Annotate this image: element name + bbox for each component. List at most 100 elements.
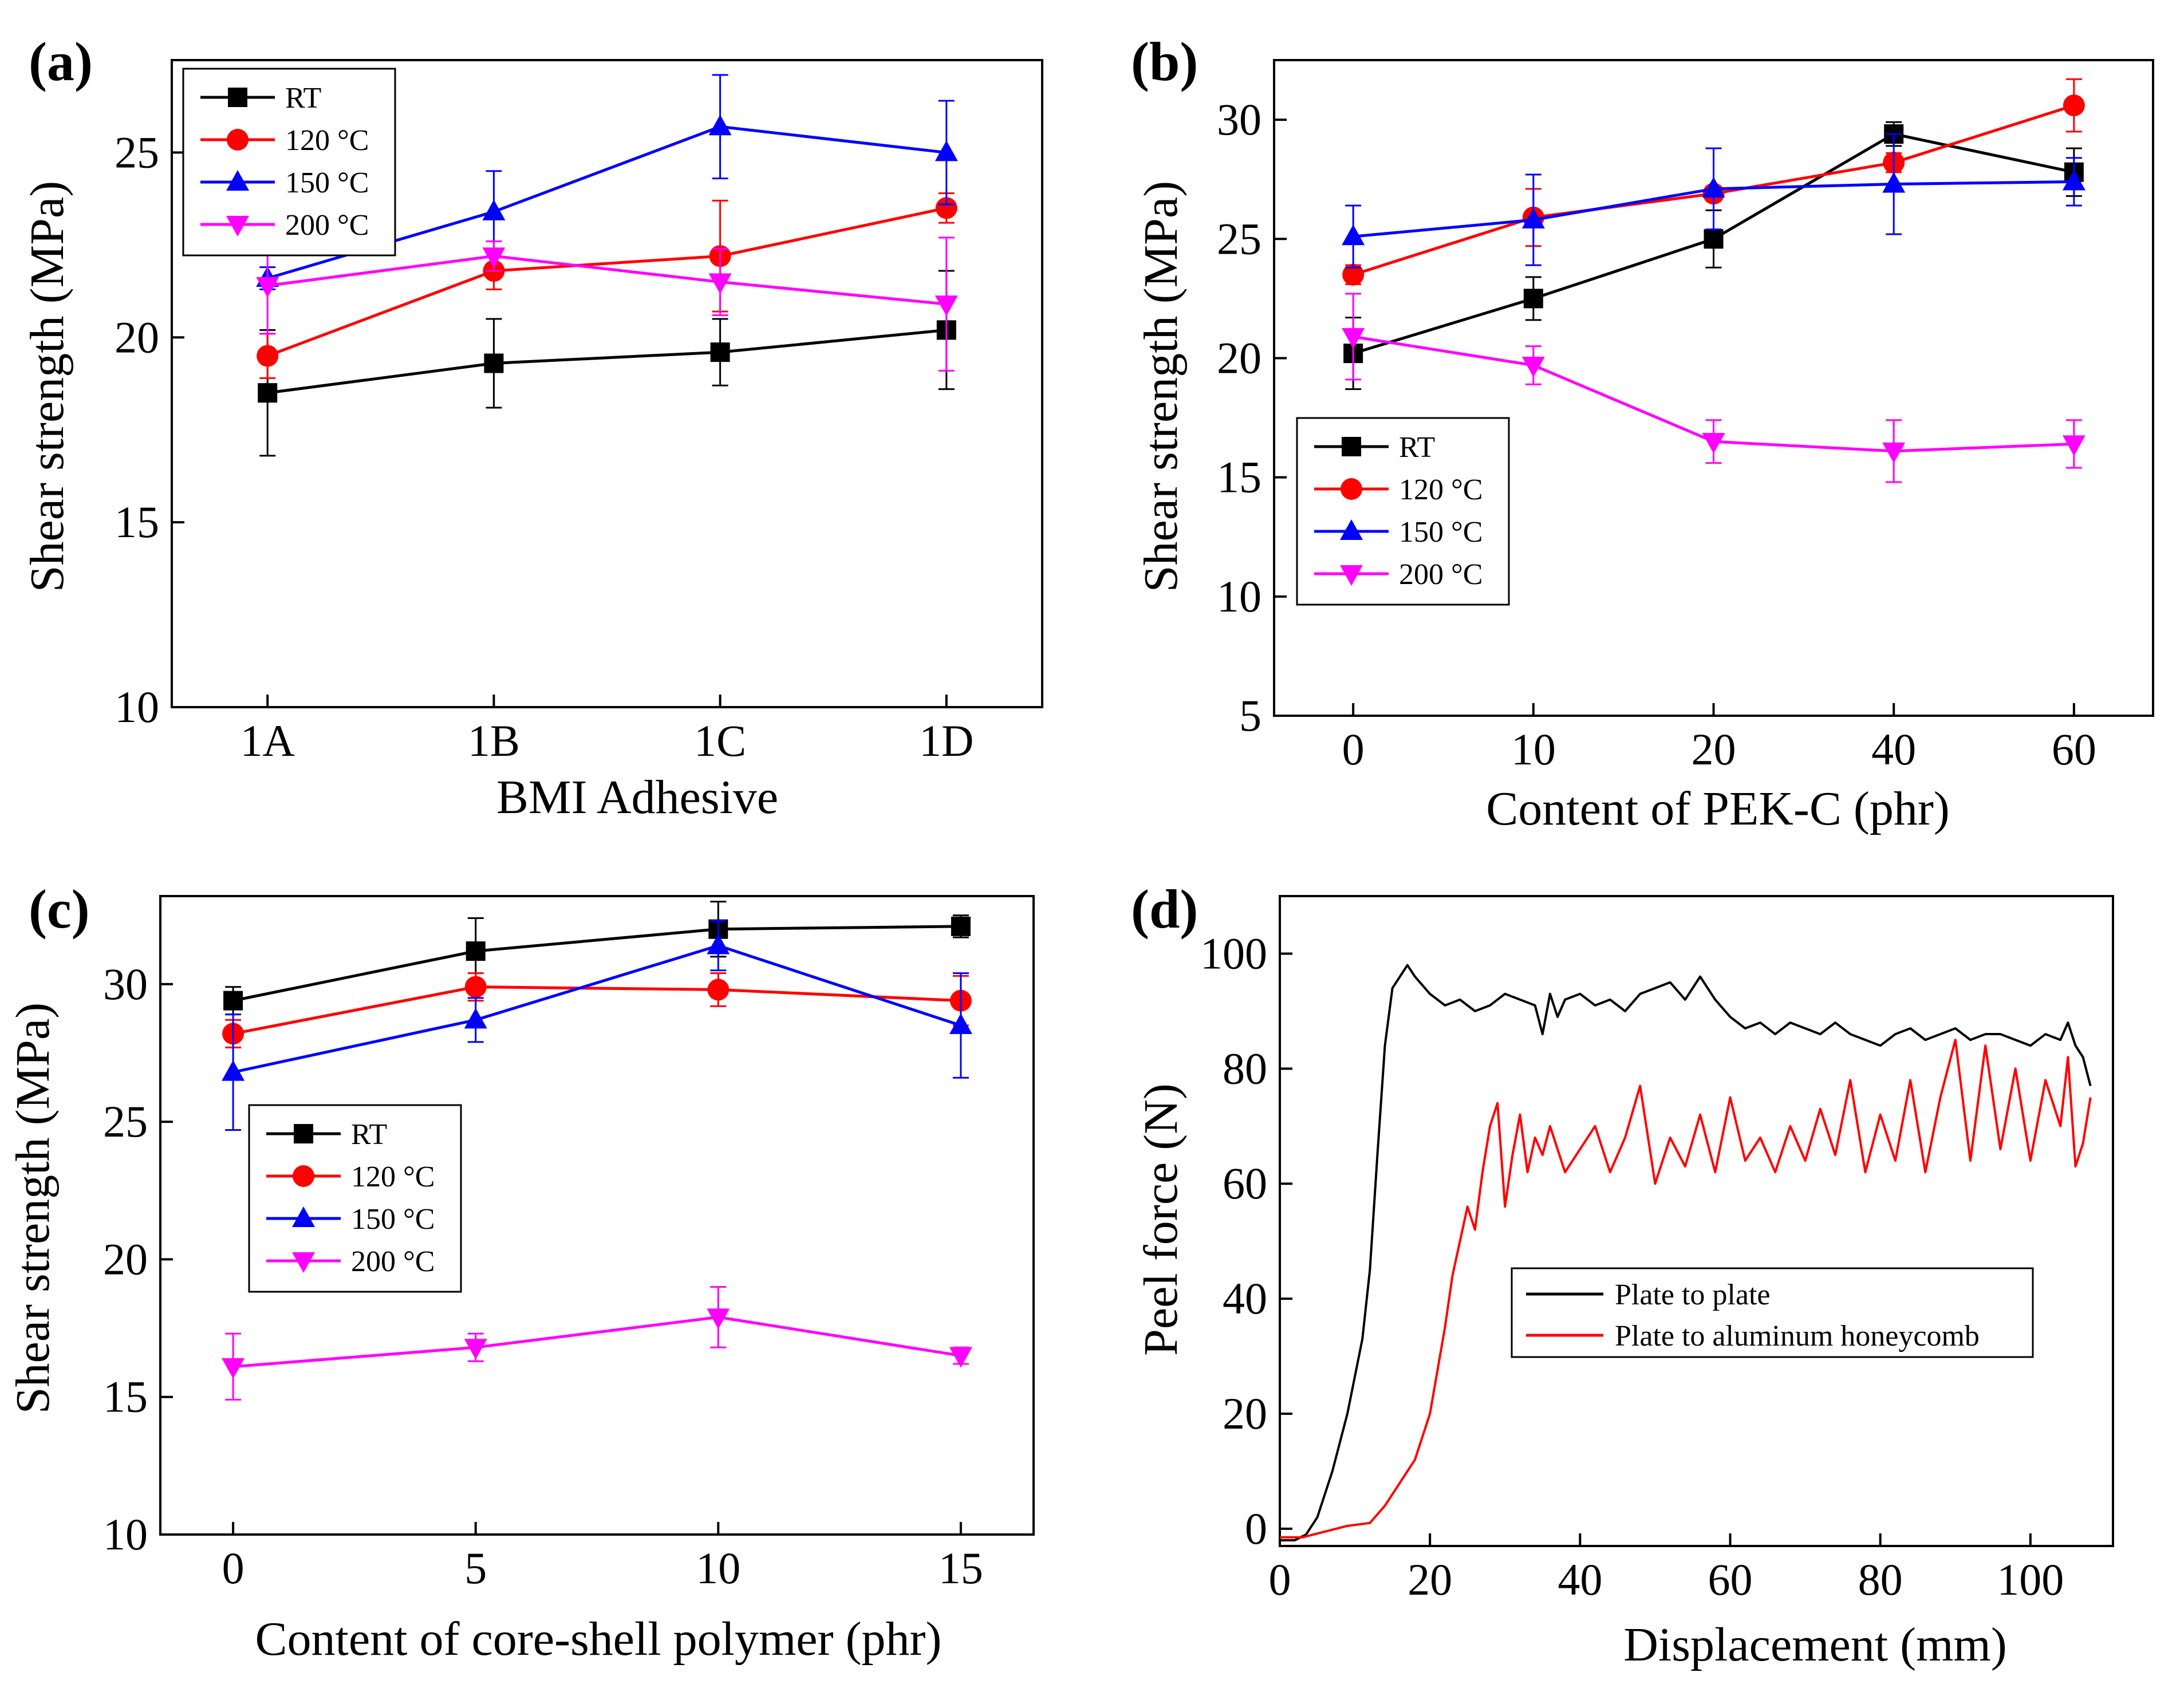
panel-b-data-point [2062, 435, 2086, 456]
panel-b-x-tick-label: 10 [1511, 724, 1556, 774]
panel-d-x-tick-label: 0 [1269, 1555, 1291, 1604]
panel-a-legend-label-2: 150 °C [285, 167, 369, 199]
panel-b-data-point [1704, 229, 1724, 249]
panel-c-frame [159, 895, 1035, 1536]
panel-a-y-tick-label: 20 [115, 312, 159, 362]
panel-c-data-point [707, 933, 730, 955]
panel-a-label: (a) [29, 31, 93, 92]
panel-a-y-tick-label: 10 [115, 682, 159, 732]
panel-d-legend-label-0: Plate to plate [1615, 1279, 1770, 1311]
panel-a-legend-marker-1 [227, 129, 249, 151]
panel-a-x-tick-label: 1B [468, 716, 520, 766]
panel-d-plot: 0 20 40 60 80 100 0 20 40 60 80 100 Plate to plate Pl… [1200, 895, 2114, 1604]
panel-b-data-point [1882, 172, 1906, 193]
panel-b: (b) 0 10 20 40 60 5 10 15 20 25 30 RT 120 °C 150 °C 20… [1131, 31, 2154, 835]
panel-b-data-point [1523, 289, 1543, 309]
panel-b-data-point [2063, 94, 2085, 117]
panel-b-data-point [1342, 328, 1365, 349]
panel-c-legend-marker-1 [293, 1165, 314, 1187]
panel-c-legend-label-3: 200 °C [351, 1245, 435, 1278]
panel-a-y-tick-label: 25 [115, 127, 159, 177]
panel-a-y-tick-label: 15 [115, 497, 159, 547]
panel-c-data-point [464, 976, 487, 998]
panel-d-x-tick-label: 100 [1997, 1555, 2064, 1604]
panel-b-data-point [1342, 224, 1365, 246]
panel-a-series-line-3 [267, 254, 947, 306]
panel-a-plot: 1A 1B 1C 1D 10 15 20 25 RT 120 °C 150 °C 200 °C [115, 59, 1043, 766]
panel-a-data-point [935, 295, 958, 317]
panel-a-legend-marker-3 [226, 216, 249, 236]
panel-b-legend-label-2: 150 °C [1399, 516, 1483, 549]
panel-b-legend-marker-2 [1340, 519, 1363, 540]
panel-c-plot: 0 5 10 15 10 15 20 25 30 RT 120 °C 150 °C 200 °C [103, 895, 1035, 1593]
panel-a-data-point [710, 342, 730, 362]
panel-b-legend-marker-1 [1341, 478, 1362, 500]
panel-d-y-tick-label: 40 [1223, 1273, 1267, 1323]
panel-c-series-line-3 [232, 1315, 961, 1368]
panel-c-legend-marker-0 [294, 1124, 313, 1143]
panel-c-y-tick-label: 15 [103, 1372, 148, 1422]
panel-c-y-axis-title: Shear strength (MPa) [6, 1003, 60, 1414]
panel-c-legend-label-1: 120 °C [351, 1161, 435, 1193]
panel-a-series-line-1 [267, 206, 947, 357]
panel-d-x-tick-label: 60 [1708, 1555, 1752, 1604]
panel-b-y-tick-label: 25 [1217, 214, 1261, 263]
panel-c-data-point [464, 1339, 487, 1360]
panel-c-data-point [707, 979, 730, 1001]
panel-c-y-tick-label: 30 [103, 959, 148, 1009]
panel-d-legend-label-1: Plate to aluminum honeycomb [1615, 1320, 1980, 1352]
panel-b-x-tick-label: 40 [1871, 724, 1916, 774]
panel-a-x-tick-label: 1C [694, 716, 746, 766]
panel-b-plot: 0 10 20 40 60 5 10 15 20 25 30 RT 120 °C 150 °C 200 °C [1217, 59, 2154, 774]
panel-a-legend-label-0: RT [285, 82, 321, 115]
panel-b-x-axis-title: Content of PEK-C (phr) [1486, 782, 1950, 835]
panel-d: (d) 0 20 40 60 80 100 0 20 40 60 80 100 Plate to pla… [1131, 878, 2114, 1671]
panel-c-data-point [464, 1008, 487, 1029]
panel-b-data-point [1702, 176, 1725, 198]
panel-a-y-axis-title: Shear strength (MPa) [21, 181, 74, 593]
panel-b-y-tick-label: 10 [1217, 571, 1261, 621]
panel-b-data-point [2062, 169, 2086, 191]
panel-a-data-point [935, 140, 958, 161]
panel-c-y-tick-label: 25 [103, 1097, 148, 1146]
panel-b-legend-label-0: RT [1399, 431, 1435, 464]
panel-c-y-tick-label: 20 [103, 1234, 148, 1284]
panel-a-data-point [257, 345, 279, 367]
panel-c-data-point [949, 1013, 972, 1034]
panel-c-legend-label-0: RT [351, 1118, 387, 1151]
panel-d-y-tick-label: 60 [1223, 1158, 1267, 1208]
panel-c-x-axis-title: Content of core-shell polymer (phr) [255, 1612, 942, 1666]
panel-b-y-tick-label: 15 [1217, 452, 1261, 502]
panel-b-x-tick-label: 60 [2052, 724, 2096, 774]
panel-c-series-line-0 [232, 925, 961, 1003]
panel-a-data-point [935, 197, 957, 219]
panel-b-data-point [1882, 442, 1906, 463]
panel-c-legend-marker-3 [292, 1252, 315, 1273]
panel-c-data-point [949, 1347, 972, 1368]
panel-d-y-axis-title: Peel force (N) [1134, 1083, 1188, 1356]
panel-a-data-point [482, 247, 506, 269]
panel-d-x-tick-label: 40 [1558, 1555, 1602, 1604]
panel-a-legend-label-3: 200 °C [285, 209, 369, 242]
panel-a-legend-marker-2 [226, 170, 249, 191]
panel-c-series-line-1 [232, 985, 961, 1035]
panel-a-x-tick-label: 1D [919, 716, 973, 766]
panel-c-series-line-2 [232, 944, 961, 1074]
panel-b-label: (b) [1131, 31, 1198, 92]
panel-b-legend-marker-0 [1342, 437, 1361, 456]
panel-c-data-point [466, 941, 486, 961]
panel-c: (c) 0 5 10 15 10 15 20 25 30 RT 120 °C 150 °C 200 °C… [6, 878, 1035, 1666]
panel-b-y-tick-label: 5 [1239, 691, 1261, 740]
panel-c-x-tick-label: 15 [939, 1543, 983, 1593]
panel-b-legend-marker-3 [1340, 565, 1363, 586]
panel-b-x-tick-label: 0 [1342, 724, 1365, 774]
panel-b-data-point [1702, 433, 1725, 454]
panel-a-legend-marker-0 [228, 88, 247, 107]
panel-d-y-tick-label: 100 [1200, 928, 1267, 978]
panel-b-data-point [1521, 207, 1545, 228]
panel-a-data-point [708, 115, 732, 136]
panel-a-series-line-0 [267, 328, 947, 395]
panel-a: (a) 1A 1B 1C 1D 10 15 20 25 RT 120 °C 150 °C 200 °C… [21, 31, 1043, 824]
panel-a-data-point [484, 353, 504, 373]
